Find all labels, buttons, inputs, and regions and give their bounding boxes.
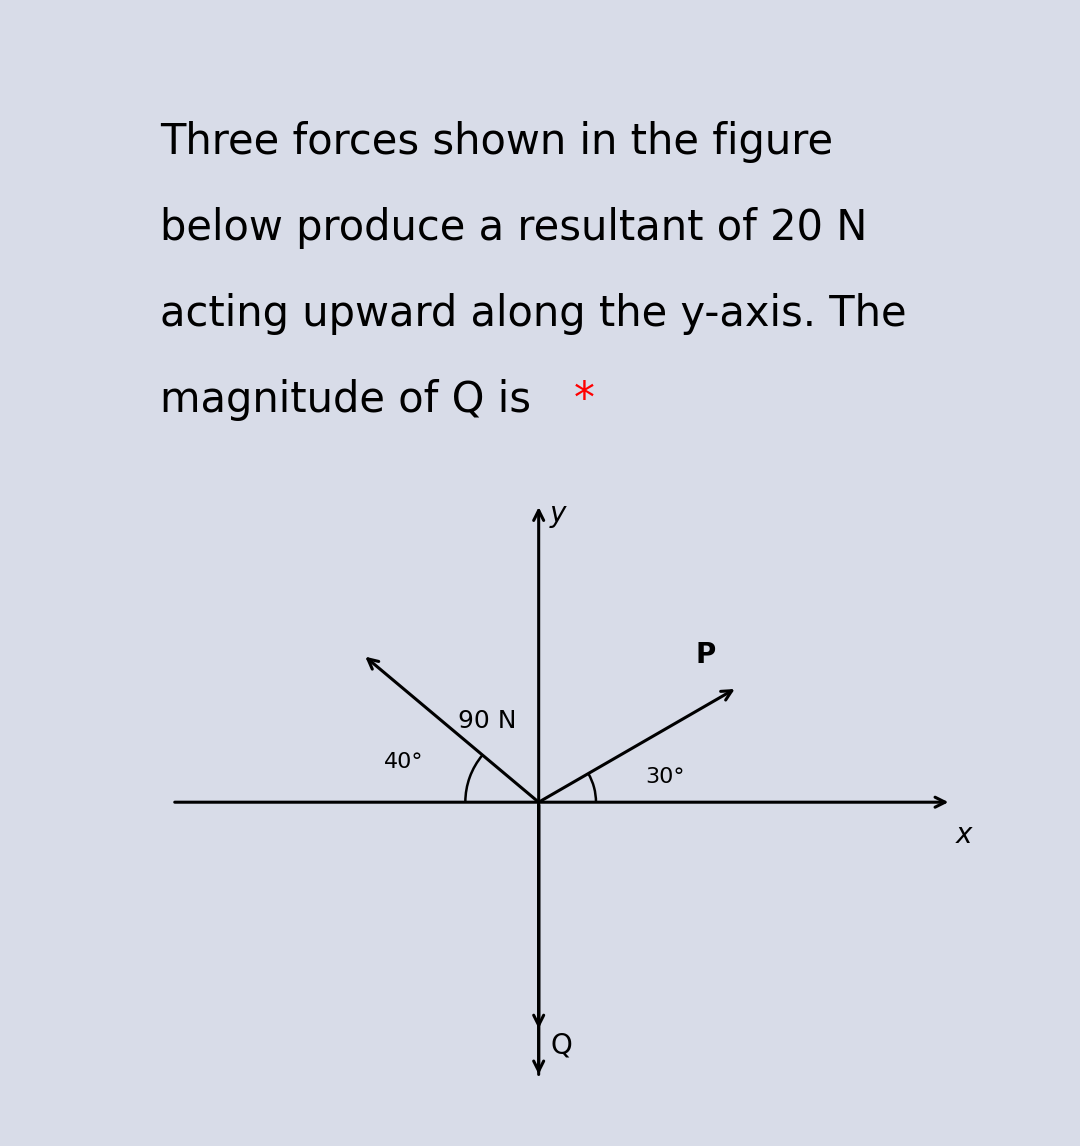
Text: Three forces shown in the figure: Three forces shown in the figure xyxy=(160,120,833,163)
Text: *: * xyxy=(573,379,594,421)
Text: P: P xyxy=(696,642,716,669)
Text: x: x xyxy=(956,821,972,848)
Text: Q: Q xyxy=(550,1031,572,1059)
Text: acting upward along the y-axis. The: acting upward along the y-axis. The xyxy=(160,293,906,335)
Text: y: y xyxy=(550,500,567,527)
Text: below produce a resultant of 20 N: below produce a resultant of 20 N xyxy=(160,206,867,249)
Text: 30°: 30° xyxy=(646,767,685,786)
Text: 40°: 40° xyxy=(383,752,423,772)
Text: 90 N: 90 N xyxy=(458,709,516,733)
Text: magnitude of Q is: magnitude of Q is xyxy=(160,379,544,421)
